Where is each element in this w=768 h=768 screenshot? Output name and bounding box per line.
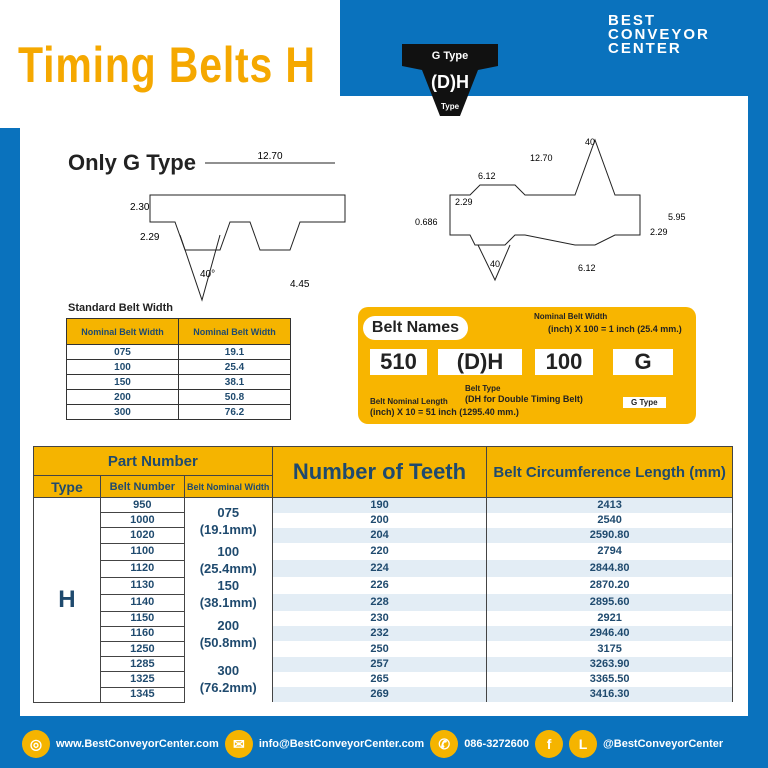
svg-text:12.70: 12.70 bbox=[257, 151, 282, 162]
width-cell: 150 (38.1mm) bbox=[183, 577, 273, 612]
title-box bbox=[0, 0, 340, 128]
page-title: Timing Belts H bbox=[18, 37, 316, 93]
svg-text:40: 40 bbox=[585, 137, 595, 147]
facebook-icon[interactable]: f bbox=[535, 730, 564, 758]
part-number-table: Part Number Number of Teeth Belt Circumf… bbox=[33, 446, 733, 703]
table-row: 150 38.1 bbox=[66, 374, 291, 390]
svg-text:6.12: 6.12 bbox=[578, 263, 596, 273]
mail-icon: ✉ bbox=[224, 730, 253, 758]
width-cell: 075 (19.1mm) bbox=[183, 497, 273, 544]
table-row: 200 50.8 bbox=[66, 389, 291, 405]
table-row: 1150 200 (50.8mm) 230 2921 bbox=[34, 610, 733, 657]
table-row: 1345 269 3416.30 bbox=[34, 686, 733, 703]
line-icon[interactable]: L bbox=[569, 730, 598, 758]
svg-text:12.70: 12.70 bbox=[530, 153, 553, 163]
table-row: 1285 300 (76.2mm) 257 3263.90 bbox=[34, 656, 733, 703]
logo: BEST CONVEYOR CENTER bbox=[608, 12, 710, 57]
only-g-type-label: Only G Type bbox=[68, 150, 196, 175]
g-type-badge: G Type (D)H Type bbox=[400, 40, 500, 118]
standard-width-table: Nominal Belt Width Nominal Belt Width 075… bbox=[66, 318, 291, 420]
svg-text:5.95: 5.95 bbox=[668, 212, 686, 222]
svg-text:0.686: 0.686 bbox=[415, 217, 438, 227]
double-belt-diagram: 40 12.70 6.12 0.686 2.29 5.95 2.29 40 6.… bbox=[415, 137, 686, 282]
table-row: 075 19.1 bbox=[66, 344, 291, 360]
table-row: 1250 250 3175 bbox=[34, 640, 733, 658]
phone-number[interactable]: 086-3272600 bbox=[464, 738, 530, 750]
table-row: 1120 224 2844.80 bbox=[34, 559, 733, 578]
social-handle[interactable]: @BestConveyorCenter bbox=[603, 738, 724, 750]
single-belt-diagram: 12.70 2.30 2.29 40° 4.45 bbox=[130, 151, 346, 302]
standard-width-title: Standard Belt Width bbox=[68, 302, 174, 314]
svg-text:40: 40 bbox=[490, 259, 500, 269]
table-row: 1325 265 3365.50 bbox=[34, 671, 733, 688]
globe-icon: ◎ bbox=[22, 730, 50, 758]
svg-text:4.45: 4.45 bbox=[290, 279, 310, 290]
svg-text:40°: 40° bbox=[200, 269, 215, 280]
table-row: 1140 228 2895.60 bbox=[34, 593, 733, 612]
svg-text:2.29: 2.29 bbox=[140, 232, 160, 243]
table-row: 1130 150 (38.1mm) 226 2870.20 bbox=[34, 576, 733, 612]
footer: ◎ www.BestConveyorCenter.com ✉ info@BestCo… bbox=[0, 728, 768, 760]
svg-text:2.29: 2.29 bbox=[455, 197, 473, 207]
table-row: H 950 075 (19.1mm) 190 2413 bbox=[33, 496, 733, 703]
phone-icon: ✆ bbox=[430, 730, 459, 758]
email-link[interactable]: info@BestConveyorCenter.com bbox=[258, 738, 425, 750]
svg-text:6.12: 6.12 bbox=[478, 171, 496, 181]
belt-names-panel: Belt Names Nominal Belt Width (inch) X 1… bbox=[358, 307, 696, 424]
table-row: 100 25.4 bbox=[66, 359, 291, 375]
table-row: 1100 100 (25.4mm) 220 2794 bbox=[34, 542, 733, 578]
width-cell: 200 (50.8mm) bbox=[183, 611, 273, 657]
table-row: 1160 232 2946.40 bbox=[34, 625, 733, 642]
table-row: 300 76.2 bbox=[66, 404, 291, 420]
width-cell: 100 (25.4mm) bbox=[183, 543, 273, 578]
width-cell: 300 (76.2mm) bbox=[183, 656, 273, 703]
table-row: 1020 204 2590.80 bbox=[34, 527, 733, 544]
website-link[interactable]: www.BestConveyorCenter.com bbox=[56, 738, 219, 750]
svg-text:2.30: 2.30 bbox=[130, 202, 150, 213]
svg-text:2.29: 2.29 bbox=[650, 227, 668, 237]
table-row: 1000 200 2540 bbox=[34, 512, 733, 529]
